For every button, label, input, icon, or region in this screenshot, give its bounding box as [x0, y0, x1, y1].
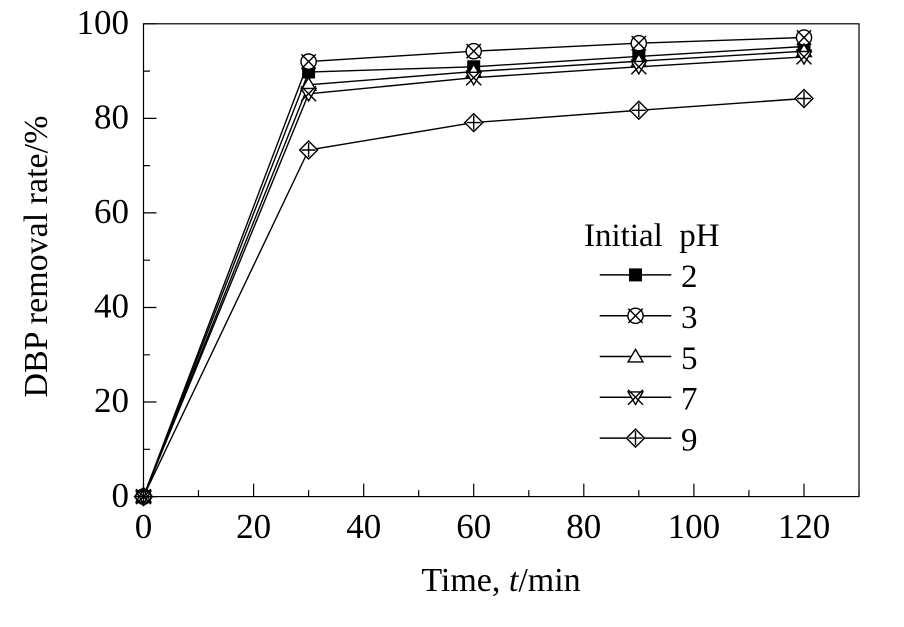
svg-text:Time, t/min: Time, t/min — [421, 562, 580, 599]
svg-text:80: 80 — [566, 507, 601, 546]
svg-text:9: 9 — [681, 422, 698, 458]
svg-text:2: 2 — [681, 259, 698, 295]
svg-text:20: 20 — [236, 507, 271, 546]
svg-text:0: 0 — [112, 476, 130, 515]
svg-text:0: 0 — [135, 507, 153, 546]
svg-text:7: 7 — [681, 382, 698, 418]
svg-text:DBP removal rate/%: DBP removal rate/% — [18, 116, 55, 398]
svg-text:20: 20 — [94, 381, 129, 420]
svg-text:60: 60 — [94, 192, 129, 231]
svg-text:120: 120 — [778, 507, 831, 546]
svg-text:60: 60 — [456, 507, 491, 546]
svg-text:5: 5 — [681, 341, 698, 377]
svg-text:100: 100 — [668, 507, 721, 546]
svg-text:100: 100 — [77, 3, 130, 42]
svg-text:Initial pH: Initial pH — [584, 218, 720, 254]
svg-text:40: 40 — [346, 507, 381, 546]
svg-text:3: 3 — [681, 300, 698, 336]
svg-text:40: 40 — [94, 287, 129, 326]
svg-text:80: 80 — [94, 98, 129, 137]
